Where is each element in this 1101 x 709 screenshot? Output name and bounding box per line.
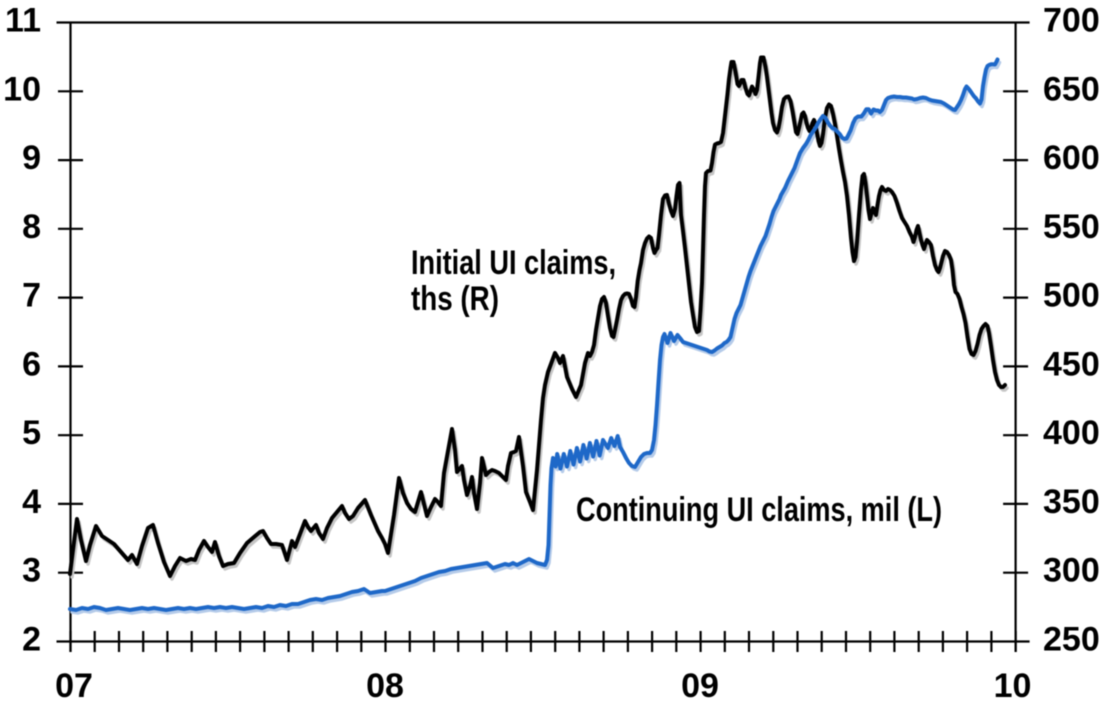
svg-text:09: 09 [681, 667, 719, 704]
svg-text:500: 500 [1043, 277, 1100, 315]
svg-text:2: 2 [22, 621, 41, 659]
svg-text:450: 450 [1043, 345, 1100, 383]
svg-text:400: 400 [1043, 414, 1100, 452]
svg-text:6: 6 [22, 345, 41, 383]
svg-text:ths (R): ths (R) [411, 280, 499, 318]
svg-text:Initial UI claims,: Initial UI claims, [411, 244, 616, 282]
svg-text:600: 600 [1043, 139, 1100, 177]
svg-text:350: 350 [1043, 483, 1100, 521]
svg-text:300: 300 [1043, 552, 1100, 590]
svg-text:550: 550 [1043, 208, 1100, 246]
svg-text:3: 3 [22, 552, 41, 590]
svg-text:8: 8 [22, 208, 41, 246]
svg-text:5: 5 [22, 414, 41, 452]
svg-text:9: 9 [22, 139, 41, 177]
svg-text:250: 250 [1043, 621, 1100, 659]
svg-text:4: 4 [22, 483, 41, 521]
svg-text:Continuing UI claims, mil (L): Continuing UI claims, mil (L) [576, 491, 942, 529]
svg-text:07: 07 [55, 667, 93, 704]
svg-text:10: 10 [994, 667, 1032, 704]
svg-text:700: 700 [1043, 2, 1100, 40]
svg-text:7: 7 [22, 277, 41, 315]
svg-text:08: 08 [366, 667, 404, 704]
svg-text:10: 10 [3, 70, 41, 108]
svg-text:11: 11 [5, 2, 41, 40]
svg-text:650: 650 [1043, 70, 1100, 108]
